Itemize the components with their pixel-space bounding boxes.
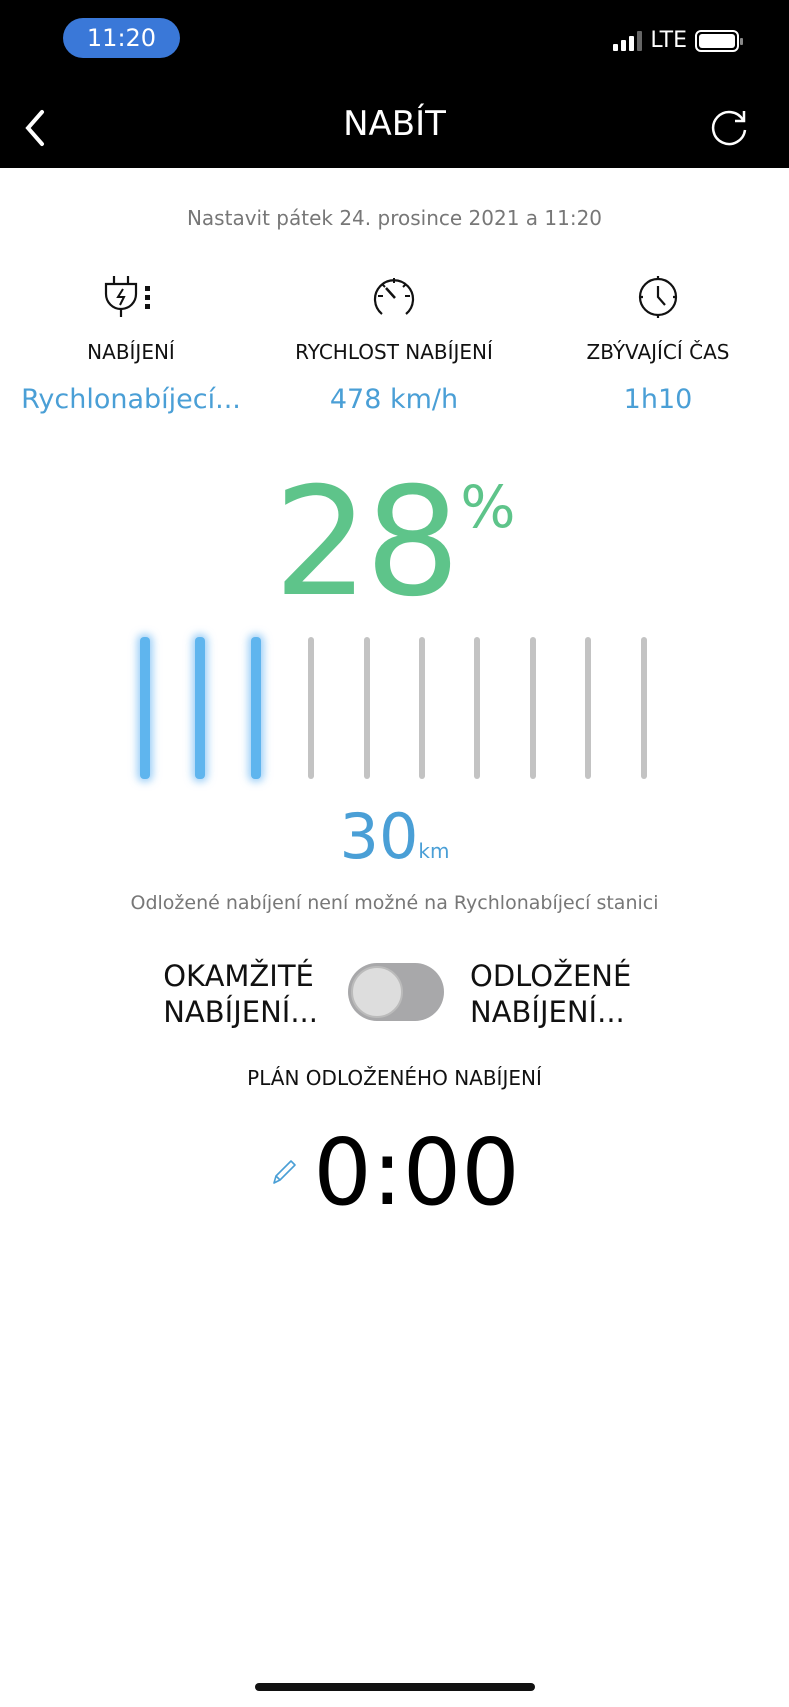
info-label: NABÍJENÍ	[87, 340, 175, 364]
battery-segment-filled	[250, 637, 261, 779]
status-indicators: LTE	[613, 28, 743, 53]
signal-icon	[613, 30, 643, 51]
clock-icon	[638, 276, 678, 318]
range-unit: km	[418, 839, 450, 863]
status-time: 11:20	[63, 18, 180, 58]
page-title: NABÍT	[343, 104, 446, 144]
label-line: ODLOŽENÉ	[470, 959, 632, 993]
delayed-charging-note: Odložené nabíjení není možné na Rychlona…	[130, 892, 659, 914]
battery-percent: 28	[273, 456, 461, 630]
toggle-knob	[351, 966, 403, 1018]
battery-segment-empty	[363, 637, 370, 779]
network-label: LTE	[650, 28, 687, 53]
info-remaining-time: ZBÝVAJÍCÍ ČAS 1h10	[527, 274, 789, 415]
refresh-icon	[711, 110, 747, 146]
pencil-icon	[273, 1160, 296, 1184]
label-line: OKAMŽITÉ	[163, 959, 314, 993]
battery-segment-empty	[585, 637, 592, 779]
battery-icon	[695, 29, 743, 52]
battery-range: 30km	[0, 800, 789, 873]
home-indicator[interactable]	[255, 1683, 535, 1691]
immediate-charging-label: OKAMŽITÉ NABÍJENÍ...	[163, 958, 318, 1030]
info-charging-speed: RYCHLOST NABÍJENÍ 478 km/h	[263, 274, 525, 415]
battery-segment-empty	[308, 637, 315, 779]
battery-segment-empty	[474, 637, 481, 779]
battery-segment-filled	[140, 637, 150, 779]
battery-segment-filled	[195, 637, 206, 779]
info-charging-type: NABÍJENÍ Rychlonabíjecí...	[0, 274, 262, 415]
info-label: RYCHLOST NABÍJENÍ	[295, 340, 493, 364]
plan-time[interactable]: 0:00	[313, 1119, 520, 1226]
label-line: NABÍJENÍ...	[470, 995, 625, 1029]
plan-time-row: 0:00	[0, 1118, 789, 1228]
info-value: 478 km/h	[329, 384, 459, 415]
label-line: NABÍJENÍ...	[163, 995, 318, 1029]
range-value: 30	[339, 800, 419, 873]
battery-percent-display: 28 %	[0, 468, 789, 618]
info-value: Rychlonabíjecí...	[21, 384, 241, 415]
back-button[interactable]	[22, 108, 48, 152]
info-value: 1h10	[623, 384, 693, 415]
plug-charging-icon	[104, 276, 150, 317]
charge-set-date: Nastavit pátek 24. prosince 2021 a 11:20	[186, 206, 603, 230]
refresh-button[interactable]	[708, 106, 750, 152]
info-label: ZBÝVAJÍCÍ ČAS	[586, 340, 730, 364]
chevron-left-icon	[25, 110, 44, 146]
battery-segment-empty	[419, 637, 425, 779]
battery-segment-empty	[529, 637, 536, 779]
edit-plan-button[interactable]	[269, 1156, 299, 1190]
charging-mode-toggle[interactable]	[348, 963, 444, 1021]
delayed-plan-title: PLÁN ODLOŽENÉHO NABÍJENÍ	[247, 1066, 542, 1090]
speedometer-icon	[373, 278, 415, 315]
battery-segment-empty	[640, 637, 647, 779]
delayed-charging-label: ODLOŽENÉ NABÍJENÍ...	[470, 958, 631, 1030]
percent-symbol: %	[460, 473, 516, 541]
